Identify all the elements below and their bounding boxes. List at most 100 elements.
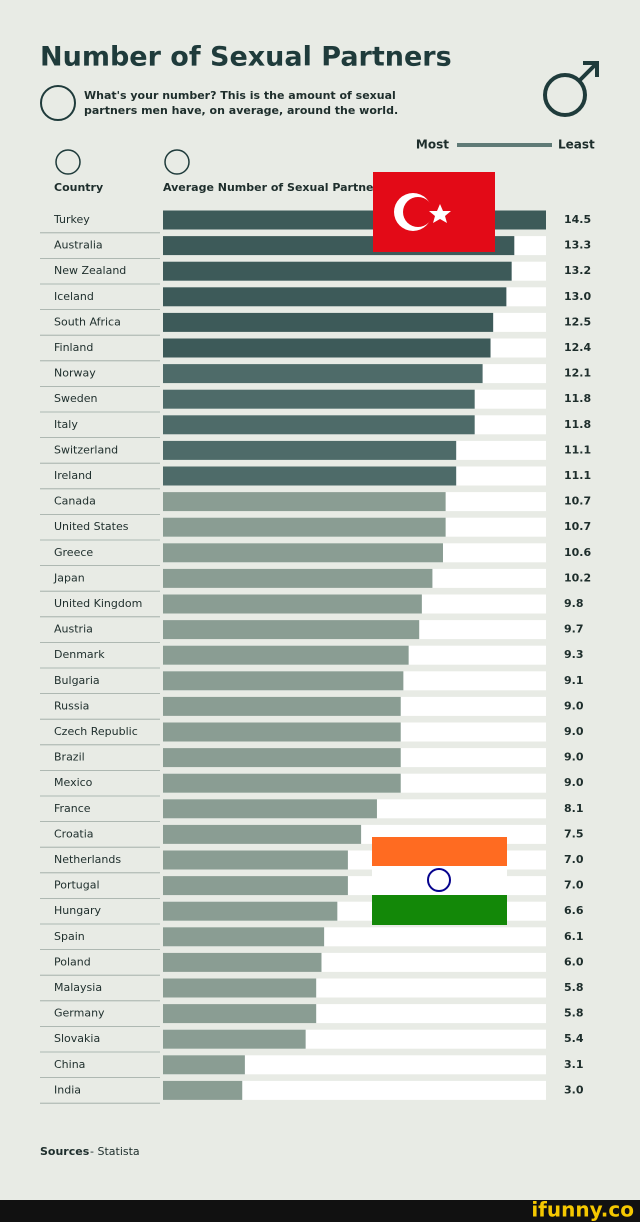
value-label: 3.0 [564, 1083, 584, 1096]
category-label: Mexico [54, 776, 93, 789]
india-flag [372, 837, 507, 925]
value-label: 5.8 [564, 981, 584, 994]
bar [163, 338, 491, 358]
category-label: Norway [54, 367, 96, 380]
source-text: - Statista [90, 1145, 140, 1158]
category-label: Malaysia [54, 981, 102, 994]
turkey-flag [373, 172, 495, 252]
bar [163, 824, 362, 844]
heart-icon [40, 85, 76, 121]
bar [163, 389, 475, 409]
value-label: 6.6 [564, 904, 584, 917]
bar [163, 568, 433, 588]
bar [163, 287, 507, 307]
value-label: 9.0 [564, 725, 584, 738]
category-label: Greece [54, 546, 93, 559]
bar-track [163, 1080, 546, 1100]
category-label: Switzerland [54, 443, 118, 456]
category-label: New Zealand [54, 264, 126, 277]
chart-title: Number of Sexual Partners [40, 42, 452, 73]
value-label: 14.5 [564, 213, 591, 226]
value-label: 10.2 [564, 571, 591, 584]
value-label: 9.0 [564, 776, 584, 789]
bar [163, 901, 338, 921]
category-label: Ireland [54, 469, 92, 482]
value-label: 9.3 [564, 648, 584, 661]
bar [163, 696, 401, 716]
category-label: Hungary [54, 904, 101, 917]
subtitle: What's your number? This is the amount o… [84, 89, 399, 117]
category-label: United States [54, 520, 129, 533]
category-label: Australia [54, 239, 103, 252]
bar [163, 799, 377, 819]
bars: Turkey 14.5 Australia 13.3 New Zealand 13.2 Ic… [40, 210, 591, 1104]
value-label: 5.4 [564, 1032, 584, 1045]
value-label: 9.0 [564, 751, 584, 764]
value-label: 13.0 [564, 290, 591, 303]
value-label: 12.1 [564, 367, 591, 380]
value-label: 6.0 [564, 955, 584, 968]
bar [163, 850, 348, 870]
value-label: 13.2 [564, 264, 591, 277]
source-label: Sources [40, 1145, 90, 1158]
category-label: Spain [54, 930, 85, 943]
value-label: 9.1 [564, 674, 584, 687]
bar [163, 773, 401, 793]
category-label: Sweden [54, 392, 97, 405]
subtitle-box: What's your number? This is the amount o… [84, 89, 399, 117]
category-label: Brazil [54, 751, 85, 764]
bar [163, 594, 422, 614]
category-label: Japan [53, 571, 85, 584]
bar-track [163, 1055, 546, 1075]
category-label: Portugal [54, 879, 100, 892]
category-label: France [54, 802, 91, 815]
category-label: Croatia [54, 827, 94, 840]
bar [163, 1080, 243, 1100]
bar [163, 978, 317, 998]
category-label: Poland [54, 955, 91, 968]
legend-least: Least [558, 138, 595, 152]
bar [163, 645, 409, 665]
bar [163, 415, 475, 435]
value-label: 7.0 [564, 879, 584, 892]
footer-bar [0, 1200, 640, 1222]
legend-most: Most [416, 138, 449, 152]
category-label: Germany [54, 1007, 105, 1020]
category-label: Denmark [54, 648, 105, 661]
value-label: 10.7 [564, 495, 591, 508]
value-label: 5.8 [564, 1007, 584, 1020]
value-label: 11.1 [564, 469, 591, 482]
category-label: Russia [54, 699, 89, 712]
value-label: 9.7 [564, 623, 584, 636]
bar [163, 466, 457, 486]
bar [163, 261, 512, 281]
value-header: Average Number of Sexual Partners [163, 181, 386, 194]
value-label: 9.0 [564, 699, 584, 712]
bar [163, 1055, 245, 1075]
category-label: Slovakia [54, 1032, 100, 1045]
value-label: 6.1 [564, 930, 584, 943]
category-label: Czech Republic [54, 725, 138, 738]
category-label: Bulgaria [54, 674, 100, 687]
category-label: Finland [54, 341, 93, 354]
value-label: 8.1 [564, 802, 584, 815]
bar [163, 620, 420, 640]
value-label: 3.1 [564, 1058, 584, 1071]
bar [163, 312, 494, 332]
value-label: 11.8 [564, 392, 591, 405]
bar [163, 492, 446, 512]
legend-gradient [457, 143, 552, 147]
value-label: 12.4 [564, 341, 591, 354]
value-label: 10.7 [564, 520, 591, 533]
bar [163, 1029, 306, 1049]
bar [163, 364, 483, 384]
bar [163, 543, 443, 563]
bar [163, 722, 401, 742]
value-label: 11.8 [564, 418, 591, 431]
category-label: Canada [54, 495, 96, 508]
category-label: Turkey [53, 213, 90, 226]
category-label: South Africa [54, 315, 121, 328]
bar [163, 748, 401, 768]
category-label: India [54, 1083, 81, 1096]
